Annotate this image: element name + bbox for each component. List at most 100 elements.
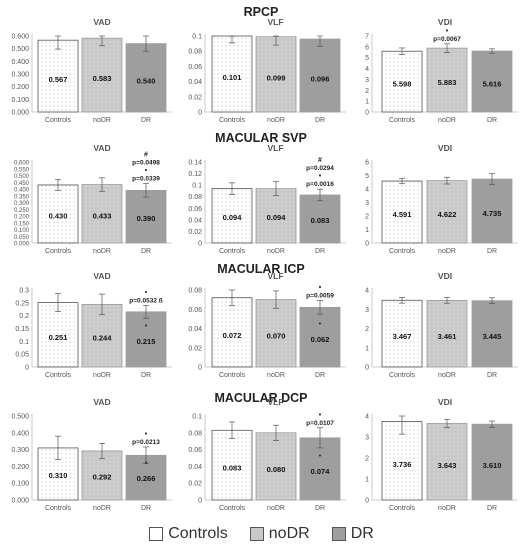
bar-macular-icp-vlf-nodr — [255, 299, 297, 368]
bar-macular-dcp-vlf-controls — [211, 429, 253, 501]
y-tick-macular-dcp-vdi-2: 2 — [365, 456, 369, 463]
data-label-rpcp-vdi-0: 5.598 — [393, 79, 412, 88]
bar-macular-icp-vad-dr — [125, 311, 167, 368]
y-tick-macular-icp-vlf-3: 0.06 — [188, 307, 202, 314]
legend-item-controls: Controls — [149, 525, 228, 543]
annotation-macular-dcp-vlf-2-0: • — [319, 412, 322, 419]
x-tick-rpcp-vad-1: noDR — [93, 117, 111, 124]
annotation-rpcp-vdi-1-1: p=0.0067 — [433, 36, 461, 43]
y-tick-macular-svp-vdi-4: 4 — [365, 187, 369, 194]
bar-macular-icp-vad-controls — [37, 302, 79, 368]
y-tick-macular-dcp-vad-3: 0.300 — [11, 447, 29, 454]
x-tick-macular-dcp-vdi-2: DR — [487, 505, 497, 512]
bar-rpcp-vad-controls — [37, 39, 79, 113]
x-tick-rpcp-vlf-0: Controls — [219, 117, 246, 124]
annotation-macular-dcp-vlf-2-1: p=0.0107 — [306, 420, 334, 427]
annotation-macular-svp-vad-2-2: • — [145, 168, 148, 175]
y-tick-macular-svp-vdi-3: 3 — [365, 200, 369, 207]
y-tick-rpcp-vad-0: 0.000 — [11, 110, 29, 117]
bar-rpcp-vlf-controls — [211, 35, 253, 113]
bar-rpcp-vad-dr — [125, 43, 167, 113]
x-tick-macular-dcp-vad-1: noDR — [93, 505, 111, 512]
panel-title-macular-icp-vdi: VDI — [438, 271, 452, 281]
y-tick-rpcp-vlf-1: 0.02 — [188, 94, 202, 101]
legend-swatch-controls — [149, 527, 164, 541]
y-tick-rpcp-vdi-1: 1 — [365, 99, 369, 106]
x-tick-macular-svp-vlf-2: DR — [315, 248, 325, 255]
data-label-macular-icp-vlf-1: 0.070 — [267, 332, 286, 341]
bar-macular-svp-vdi-nodr — [426, 180, 468, 244]
y-tick-rpcp-vlf-5: 0.1 — [192, 34, 202, 41]
x-tick-macular-dcp-vlf-2: DR — [315, 505, 325, 512]
x-tick-rpcp-vlf-2: DR — [315, 117, 325, 124]
y-tick-macular-svp-vlf-2: 0.04 — [188, 217, 202, 224]
y-tick-macular-icp-vad-1: 0.05 — [15, 352, 29, 359]
data-label-macular-dcp-vdi-2: 3.610 — [483, 461, 502, 470]
data-label-macular-svp-vlf-1: 0.094 — [267, 213, 287, 222]
y-tick-rpcp-vlf-3: 0.06 — [188, 64, 202, 71]
y-tick-rpcp-vlf-2: 0.04 — [188, 79, 202, 86]
bar-macular-svp-vlf-dr — [299, 194, 341, 244]
y-tick-macular-dcp-vdi-1: 1 — [365, 477, 369, 484]
annotation-rpcp-vdi-1-0: • — [446, 28, 449, 35]
bar-macular-icp-vlf-controls — [211, 297, 253, 368]
x-tick-macular-icp-vdi-0: Controls — [389, 372, 416, 379]
section-title-rpcp: RPCP — [244, 5, 279, 19]
panel-title-rpcp-vad: VAD — [93, 17, 110, 27]
y-tick-macular-svp-vdi-2: 2 — [365, 214, 369, 221]
x-tick-rpcp-vad-2: DR — [141, 117, 151, 124]
x-tick-macular-icp-vlf-1: noDR — [267, 372, 285, 379]
y-tick-macular-dcp-vlf-4: 0.08 — [188, 430, 202, 437]
annotation-macular-svp-vad-2-1: p=0.0498 — [132, 160, 160, 167]
x-tick-macular-icp-vad-2: DR — [141, 372, 151, 379]
y-tick-macular-icp-vad-5: 0.25 — [15, 300, 29, 307]
data-label-macular-svp-vad-1: 0.433 — [93, 211, 112, 220]
y-tick-rpcp-vad-6: 0.600 — [11, 34, 29, 41]
inner-marker-macular-dcp-vlf: • — [319, 453, 322, 460]
y-tick-rpcp-vad-3: 0.300 — [11, 72, 29, 79]
y-tick-macular-svp-vad-12: 0.600 — [14, 161, 30, 167]
y-tick-macular-dcp-vad-4: 0.400 — [11, 430, 29, 437]
x-tick-macular-dcp-vlf-0: Controls — [219, 505, 246, 512]
data-label-macular-dcp-vdi-0: 3.736 — [393, 460, 412, 469]
data-label-macular-svp-vdi-1: 4.622 — [438, 210, 457, 219]
x-tick-macular-icp-vlf-0: Controls — [219, 372, 246, 379]
y-tick-macular-icp-vdi-4: 4 — [365, 288, 369, 295]
y-tick-macular-icp-vlf-2: 0.04 — [188, 326, 202, 333]
y-tick-macular-dcp-vlf-5: 0.1 — [192, 414, 202, 421]
x-tick-macular-svp-vdi-1: noDR — [438, 248, 456, 255]
y-tick-macular-svp-vlf-5: 0.1 — [192, 183, 202, 190]
x-tick-macular-icp-vdi-2: DR — [487, 372, 497, 379]
panel-title-macular-icp-vad: VAD — [93, 271, 110, 281]
bar-rpcp-vlf-dr — [299, 38, 341, 113]
annotation-macular-svp-vlf-2-0: # — [318, 157, 322, 164]
y-tick-macular-svp-vad-5: 0.250 — [14, 208, 30, 214]
y-tick-rpcp-vdi-6: 6 — [365, 44, 369, 51]
y-tick-macular-svp-vlf-6: 0.12 — [188, 171, 202, 178]
legend-label-nodr: noDR — [268, 525, 310, 542]
data-label-macular-icp-vdi-0: 3.467 — [393, 332, 412, 341]
panel-title-macular-dcp-vad: VAD — [93, 397, 110, 407]
data-label-macular-svp-vlf-0: 0.094 — [223, 213, 243, 222]
annotation-macular-dcp-vad-2-0: • — [145, 431, 148, 438]
y-tick-macular-dcp-vdi-3: 3 — [365, 435, 369, 442]
y-tick-rpcp-vdi-7: 7 — [365, 34, 369, 41]
y-tick-macular-icp-vad-0: 0 — [25, 365, 29, 372]
inner-marker-macular-icp-vlf: • — [319, 321, 322, 328]
data-label-macular-dcp-vlf-2: 0.074 — [311, 467, 331, 476]
panel-title-macular-svp-vad: VAD — [93, 143, 110, 153]
data-label-macular-dcp-vlf-0: 0.083 — [223, 464, 242, 473]
legend-swatch-dr — [331, 527, 346, 541]
legend-label-dr: DR — [350, 525, 374, 542]
data-label-rpcp-vad-0: 0.567 — [49, 75, 68, 84]
inner-marker-macular-icp-vad: • — [145, 323, 148, 330]
y-tick-macular-dcp-vdi-4: 4 — [365, 414, 369, 421]
annotation-macular-svp-vlf-2-3: p=0.0016 — [306, 181, 334, 188]
y-tick-macular-svp-vad-3: 0.150 — [14, 221, 30, 227]
x-tick-macular-icp-vad-1: noDR — [93, 372, 111, 379]
y-tick-macular-svp-vad-10: 0.500 — [14, 174, 30, 180]
bar-rpcp-vdi-nodr — [426, 47, 468, 113]
y-tick-macular-svp-vlf-3: 0.06 — [188, 206, 202, 213]
panel-title-macular-svp-vdi: VDI — [438, 143, 452, 153]
bar-macular-icp-vdi-nodr — [426, 299, 468, 368]
